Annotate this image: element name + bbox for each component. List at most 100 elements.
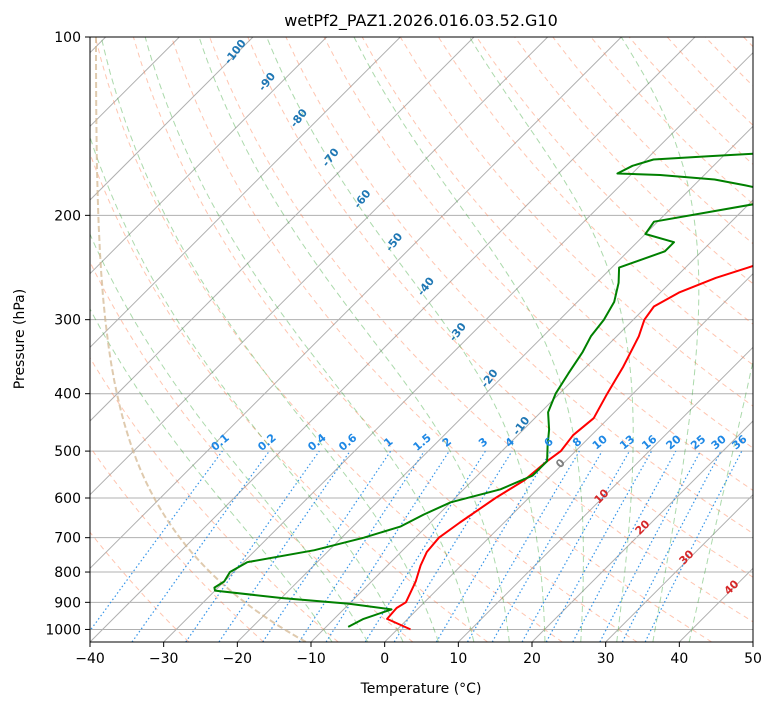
mixing-ratio-line xyxy=(545,450,653,642)
moist-adiabat-line xyxy=(90,308,333,642)
dry-adiabat-label: -90 xyxy=(256,70,279,94)
mixing-ratio-line xyxy=(325,450,450,642)
mixing-ratio-label: 0.6 xyxy=(336,431,360,454)
dry-adiabat-label: -40 xyxy=(415,274,438,298)
dry-adiabat-label: -50 xyxy=(383,230,406,254)
dry-adiabat-line xyxy=(514,37,753,285)
mixing-ratio-label: 6 xyxy=(542,435,556,450)
isotherm-line xyxy=(531,420,753,642)
y-tick-label: 600 xyxy=(54,491,81,507)
dry-adiabat-line xyxy=(399,37,753,407)
dry-adiabat-line xyxy=(171,37,712,642)
dry-adiabat-line xyxy=(90,152,488,642)
moist-adiabat-line xyxy=(353,37,584,642)
mixing-ratio-label: 1.5 xyxy=(411,431,434,453)
x-tick-label: 20 xyxy=(523,651,541,667)
mixing-ratio-line xyxy=(572,450,677,642)
mixing-ratio-line xyxy=(521,450,631,642)
y-tick-label: 700 xyxy=(54,531,81,547)
mixing-ratio-line xyxy=(262,450,392,642)
moist-adiabat-line xyxy=(100,37,439,642)
isotherm-line xyxy=(457,346,753,642)
dry-adiabat-line xyxy=(743,37,753,48)
mixing-ratio-label: 13 xyxy=(617,433,637,453)
dry-adiabat-line xyxy=(247,37,753,578)
mixing-ratio-line xyxy=(298,450,425,642)
x-tick-label: −20 xyxy=(223,651,253,667)
moist-adiabat-line xyxy=(90,135,404,642)
mixing-ratio-line xyxy=(364,450,486,642)
moist-adiabat-line xyxy=(198,37,510,642)
isotherm-line xyxy=(678,567,753,642)
dry-adiabat-line xyxy=(552,37,753,245)
isotherm-line xyxy=(310,199,753,642)
mixing-ratio-label: 0.4 xyxy=(305,431,329,454)
y-tick-label: 400 xyxy=(54,387,81,403)
moist-adiabat-label: 10 xyxy=(592,486,612,506)
moist-adiabat-line xyxy=(266,37,546,642)
reference-curve xyxy=(95,37,307,642)
mixing-ratio-label: 36 xyxy=(730,432,750,452)
isotherm-line xyxy=(90,37,328,275)
moist-adiabat-line xyxy=(620,37,700,642)
mixing-ratio-line xyxy=(435,450,552,642)
dewpoint-profile-line xyxy=(213,152,753,628)
y-tick-label: 500 xyxy=(54,444,81,460)
mixing-ratio-line xyxy=(185,450,320,642)
isotherm-line xyxy=(90,37,401,349)
dry-adiabat-label: -60 xyxy=(351,187,374,211)
isotherm-line xyxy=(90,37,696,642)
x-tick-label: 50 xyxy=(744,651,762,667)
dry-adiabat-line xyxy=(90,446,264,642)
moist-adiabat-line xyxy=(469,37,634,642)
x-tick-label: 30 xyxy=(597,651,615,667)
moist-adiabat-line xyxy=(144,37,475,642)
mixing-ratio-label: 10 xyxy=(590,432,610,452)
grid-layer xyxy=(90,37,753,642)
dry-adiabat-line xyxy=(132,37,638,642)
dry-adiabat-line xyxy=(361,37,753,449)
dry-adiabat-label: -10 xyxy=(510,414,533,438)
chart-title: wetPf2_PAZ1.2026.016.03.52.G10 xyxy=(284,11,558,31)
moist-adiabat-line xyxy=(688,358,753,642)
mixing-ratio-line xyxy=(218,450,351,642)
isotherm-line xyxy=(236,125,753,642)
mixing-ratio-line xyxy=(599,450,702,642)
dry-adiabat-line xyxy=(90,356,339,642)
y-tick-label: 300 xyxy=(54,313,81,329)
dry-adiabat-line xyxy=(90,260,414,642)
mixing-ratio-line xyxy=(90,450,223,632)
isotherm-line xyxy=(384,272,753,642)
dry-adiabat-label: -100 xyxy=(222,37,249,67)
moist-adiabat-line xyxy=(90,232,369,642)
x-tick-label: 40 xyxy=(670,651,688,667)
isotherm-line xyxy=(90,37,475,422)
mixing-ratio-label: 3 xyxy=(476,435,490,450)
dry-adiabat-line xyxy=(94,37,563,642)
isotherm-line xyxy=(752,641,753,642)
moist-adiabat-label: 40 xyxy=(722,577,742,597)
mixing-ratio-label: 16 xyxy=(639,432,659,452)
x-axis-label: Temperature (°C) xyxy=(360,681,482,697)
isotherm-line xyxy=(90,37,254,201)
y-tick-label: 100 xyxy=(54,30,81,46)
isotherm-line xyxy=(605,493,753,642)
y-tick-label: 900 xyxy=(54,595,81,611)
dry-adiabat-line xyxy=(209,37,753,623)
isotherm-line xyxy=(163,51,753,642)
x-tick-label: −30 xyxy=(149,651,179,667)
mixing-ratio-label: 30 xyxy=(709,432,729,452)
y-tick-label: 800 xyxy=(54,565,81,581)
profile-layer xyxy=(213,152,753,631)
mixing-ratio-line xyxy=(131,450,270,642)
dry-adiabat-line xyxy=(704,37,753,87)
moist-adiabat-label: 20 xyxy=(633,517,653,537)
x-tick-label: 10 xyxy=(449,651,467,667)
mixing-ratio-label: 25 xyxy=(688,433,708,453)
mixing-ratio-line xyxy=(644,450,743,642)
x-tick-label: 0 xyxy=(380,651,389,667)
isotherm-line xyxy=(90,37,549,496)
mixing-ratio-label: 20 xyxy=(664,432,684,452)
dry-adiabat-line xyxy=(90,531,190,642)
moist-adiabat-label: 30 xyxy=(677,547,697,567)
